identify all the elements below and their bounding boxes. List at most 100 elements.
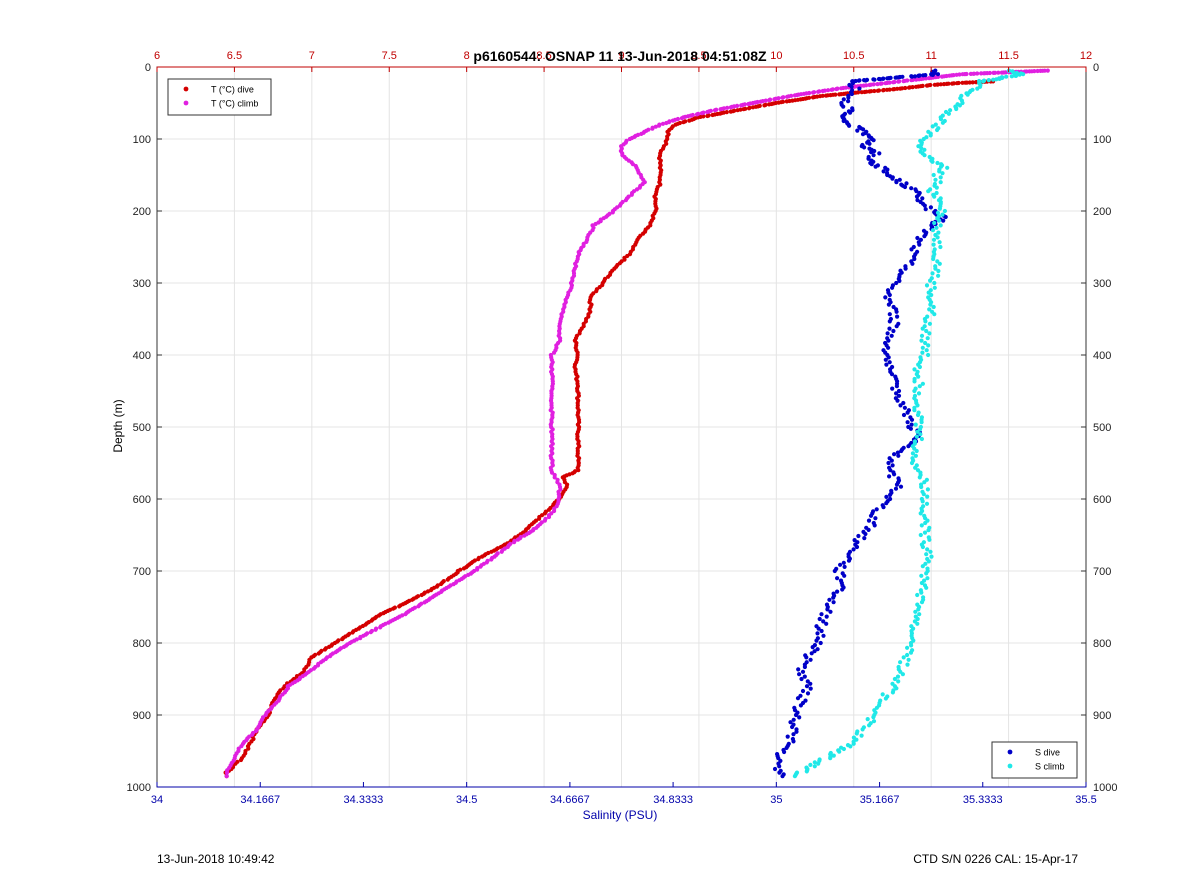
tick-label-sal: 35.1667 — [860, 794, 900, 806]
series-s-dive — [772, 68, 948, 779]
data-point — [821, 619, 826, 624]
data-point — [552, 350, 557, 355]
data-point — [808, 686, 813, 691]
data-point — [929, 292, 934, 298]
data-point — [606, 274, 611, 279]
tick-label-depth-left: 700 — [133, 566, 151, 578]
data-point — [919, 484, 924, 490]
data-point — [792, 774, 798, 779]
data-point — [826, 88, 831, 93]
data-point — [935, 72, 941, 77]
data-point — [913, 609, 918, 614]
data-point — [750, 105, 756, 110]
data-point — [884, 494, 889, 499]
data-point — [917, 384, 922, 389]
data-point — [819, 612, 824, 617]
tick-label-sal: 34.1667 — [240, 794, 280, 806]
data-point — [897, 278, 902, 283]
data-point — [499, 549, 504, 554]
data-point — [924, 585, 929, 590]
data-point — [931, 242, 936, 247]
tick-label-depth-left: 600 — [133, 494, 151, 506]
data-point — [886, 302, 892, 307]
data-point — [480, 554, 485, 559]
data-point — [837, 92, 842, 97]
data-point — [867, 82, 872, 88]
data-point — [865, 717, 870, 722]
data-point — [913, 453, 919, 458]
data-point — [909, 643, 914, 648]
data-point — [896, 393, 902, 398]
data-point — [681, 120, 686, 125]
data-point — [810, 645, 815, 650]
data-point — [886, 338, 891, 343]
data-point — [777, 764, 782, 769]
data-point — [854, 544, 860, 550]
data-point — [924, 83, 930, 88]
data-point — [862, 536, 867, 541]
data-point — [909, 417, 915, 422]
data-point — [705, 113, 710, 119]
data-point — [909, 186, 914, 191]
data-point — [835, 589, 840, 594]
data-point — [735, 108, 740, 113]
data-point — [886, 460, 891, 466]
data-point — [919, 590, 924, 595]
data-point — [790, 724, 795, 730]
data-point — [889, 372, 895, 377]
data-point — [933, 122, 938, 127]
data-point — [916, 374, 921, 379]
data-point — [930, 72, 936, 77]
tick-label-depth-left: 500 — [133, 422, 151, 434]
tick-label-sal: 34.6667 — [550, 794, 590, 806]
data-point — [915, 198, 920, 203]
data-point — [758, 99, 763, 104]
data-point — [867, 89, 872, 94]
data-point — [639, 131, 644, 136]
data-point — [924, 348, 929, 353]
data-point — [940, 171, 945, 176]
data-point — [906, 657, 911, 662]
data-point — [840, 587, 845, 592]
legend-label: S climb — [1035, 762, 1065, 772]
data-point — [916, 391, 922, 396]
data-point — [996, 70, 1001, 75]
data-point — [934, 225, 939, 230]
data-point — [848, 110, 853, 115]
data-point — [942, 208, 948, 214]
data-point — [932, 194, 937, 199]
data-point — [935, 210, 941, 215]
data-point — [901, 79, 906, 84]
data-point — [888, 492, 893, 497]
data-point — [883, 295, 888, 300]
data-point — [894, 324, 899, 329]
data-point — [871, 715, 876, 720]
data-point — [919, 338, 924, 343]
data-point — [1010, 69, 1016, 75]
data-point — [883, 357, 888, 362]
data-point — [887, 292, 892, 298]
data-point — [933, 177, 938, 182]
tick-label-depth-left: 100 — [133, 134, 151, 146]
data-point — [941, 218, 946, 223]
data-point — [888, 468, 893, 473]
data-point — [921, 136, 926, 142]
data-point — [899, 448, 904, 454]
data-point — [892, 452, 897, 457]
data-point — [919, 580, 925, 586]
data-point — [920, 564, 925, 569]
data-point — [893, 486, 899, 491]
data-point — [842, 573, 847, 578]
data-point — [785, 94, 790, 99]
data-point — [889, 458, 894, 463]
data-point — [986, 78, 991, 83]
data-point — [834, 86, 839, 92]
data-point — [741, 107, 746, 112]
data-point — [900, 672, 906, 677]
data-point — [894, 280, 899, 286]
data-point — [478, 564, 483, 569]
data-point — [866, 527, 871, 533]
data-point — [831, 595, 836, 600]
data-point — [946, 111, 952, 116]
data-point — [825, 607, 830, 612]
